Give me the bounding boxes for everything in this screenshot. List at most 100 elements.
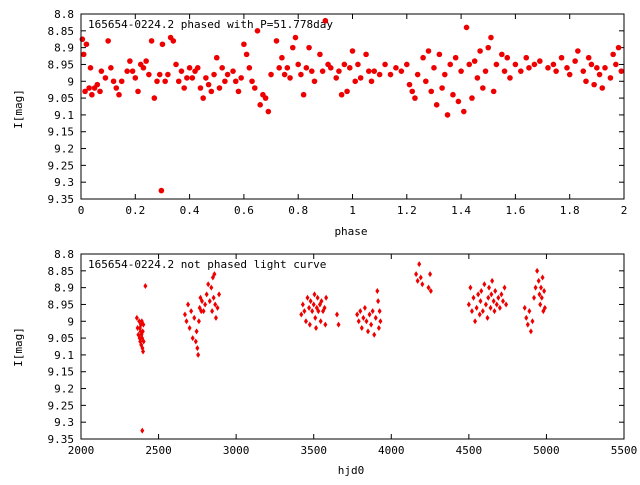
unphased-data-point [311,301,316,308]
phased-xtick-label: 1.6 [505,204,525,217]
phased-xtick-label: 1.8 [560,204,580,217]
unphased-data-point [355,311,360,318]
phased-data-point [94,81,101,88]
unphased-data-point [213,301,218,308]
unphased-data-point [203,301,208,308]
phased-data-point [480,85,486,91]
unphased-data-point [336,321,341,328]
phased-data-point [501,68,508,74]
phased-data-point [512,61,519,68]
phased-data-point [311,78,318,85]
phased-data-point [352,78,359,85]
phased-data-point [466,61,473,68]
unphased-data-point [485,314,490,321]
phased-data-point [306,44,312,51]
unphased-xtick-label: 3000 [223,444,250,457]
unphased-data-point [322,304,327,311]
phased-data-point [124,68,130,74]
phased-data-point [444,112,451,118]
unphased-chart-ylabel: I[mag] [12,327,25,367]
phased-data-point [289,44,296,51]
phased-data-point [222,78,228,85]
phased-data-point [159,41,166,48]
phased-data-point [295,61,302,68]
unphased-data-point [323,321,328,328]
unphased-data-point [487,284,492,291]
unphased-xtick-label: 3500 [300,444,327,457]
phased-data-point [216,85,223,91]
phased-data-point [249,78,255,85]
unphased-data-point [210,308,215,315]
unphased-data-point [141,348,146,355]
phased-data-point [585,54,592,61]
phased-data-point [132,75,139,81]
phased-data-point [89,91,95,98]
unphased-data-point [193,338,198,345]
phased-data-point [281,71,288,78]
phased-data-point [357,75,364,81]
unphased-data-point [299,311,304,318]
unphased-data-point [324,294,329,301]
phased-data-point [80,51,87,58]
phased-data-point [447,61,454,68]
unphased-data-point [141,338,146,345]
unphased-data-point [369,321,374,328]
unphased-data-point [426,284,431,291]
phased-data-point [110,78,117,85]
unphased-xtick-label: 2500 [145,444,172,457]
phased-data-point [596,71,603,78]
phased-chart-axes: 0 0.2 0.4 0.6 0.8 1 1.2 1.4 1.6 1.8 2 8.8 8.85 8.9 8.9… [48,8,628,217]
unphased-data-point [542,288,547,294]
unphased-data-point [477,311,482,318]
phased-ytick-label: 9.2 [54,143,74,156]
unphased-data-point [212,271,217,278]
phased-data-point [507,75,513,81]
phased-data-point [273,38,280,44]
unphased-data-point [499,291,504,298]
phased-data-point [135,88,141,95]
unphased-data-point [428,271,433,278]
phased-data-point [292,34,299,41]
phased-data-point [414,71,421,78]
unphased-data-point [307,304,312,311]
phased-xtick-label: 0.8 [288,204,308,217]
phased-data-point [276,65,282,71]
unphased-data-point [199,308,204,315]
unphased-data-point [303,318,308,325]
phased-data-point [238,75,244,81]
phased-data-point [333,75,340,81]
phased-data-point [615,44,622,51]
phased-data-point [116,91,122,98]
unphased-ytick-label: 8.9 [54,282,74,295]
unphased-data-point [201,308,206,315]
unphased-data-point [471,294,476,301]
phased-ytick-label: 9.1 [54,109,74,122]
phased-data-point [499,51,505,58]
phased-data-point [254,28,261,34]
phased-data-point [469,95,475,101]
phased-data-point [186,65,193,71]
phased-data-point [208,88,215,95]
unphased-data-point [532,294,537,301]
phased-data-point [558,54,565,61]
unphased-data-point [319,298,324,305]
phased-data-point [371,68,378,74]
phased-data-point [458,68,464,74]
unphased-data-point [195,345,200,352]
phased-data-point [251,85,258,91]
unphased-data-point [497,304,502,311]
phased-data-point [442,71,448,78]
unphased-data-point [522,304,527,311]
phased-data-point [213,54,220,61]
phased-data-point [409,88,416,95]
phased-ytick-label: 9 [67,75,74,88]
unphased-data-point [313,314,318,321]
unphased-ytick-label: 8.85 [48,265,75,278]
phased-ytick-label: 9.25 [48,159,75,172]
phased-data-point [436,51,443,58]
unphased-data-point [476,291,481,298]
phased-data-point [602,65,608,71]
phased-data-point [428,88,435,95]
unphased-data-point [539,294,544,301]
unphased-data-point [318,318,323,325]
